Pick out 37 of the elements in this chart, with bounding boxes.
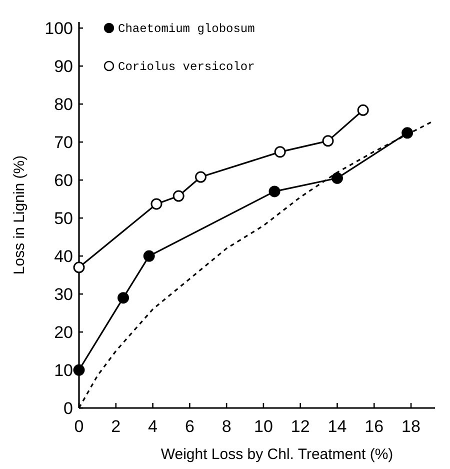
point: [322, 135, 334, 147]
y-tick-label: 100: [44, 19, 73, 38]
point: [194, 171, 206, 183]
x-tick-label: 18: [402, 417, 420, 436]
x-tick-label: 4: [148, 417, 158, 436]
point: [73, 262, 85, 274]
point: [331, 172, 343, 184]
legend-label: Chaetomium globosum: [118, 22, 255, 36]
point: [357, 104, 369, 116]
x-tick-label: 14: [328, 417, 347, 436]
point: [172, 190, 184, 202]
y-tick-label: 60: [54, 170, 73, 190]
point: [402, 127, 414, 139]
y-tick-label: 80: [54, 95, 73, 114]
y-tick-label: 50: [54, 208, 73, 228]
x-tick-label: 6: [184, 417, 194, 436]
point: [73, 364, 85, 376]
x-tick-label: 8: [222, 417, 232, 436]
x-tick-label: 16: [364, 417, 384, 436]
point: [274, 146, 286, 158]
point: [118, 292, 130, 304]
y-axis-title: Loss in Lignin (%): [11, 155, 28, 275]
x-tick-label: 2: [111, 417, 121, 436]
legend-label: Coriolus versicolor: [118, 60, 255, 74]
y-tick-label: 30: [54, 284, 73, 304]
y-tick-label: 70: [54, 133, 73, 152]
y-tick-label: 0: [64, 398, 73, 418]
y-tick-label: 20: [54, 322, 73, 342]
point: [143, 250, 155, 262]
x-tick-label: 10: [254, 417, 273, 436]
point: [268, 186, 280, 198]
y-tick-label: 40: [54, 246, 73, 266]
point: [150, 198, 162, 210]
y-tick-label: 10: [54, 360, 73, 380]
y-tick-label: 90: [54, 57, 73, 76]
x-tick-label: 12: [290, 417, 310, 436]
x-axis-title: Weight Loss by Chl. Treatment (%): [160, 446, 394, 463]
